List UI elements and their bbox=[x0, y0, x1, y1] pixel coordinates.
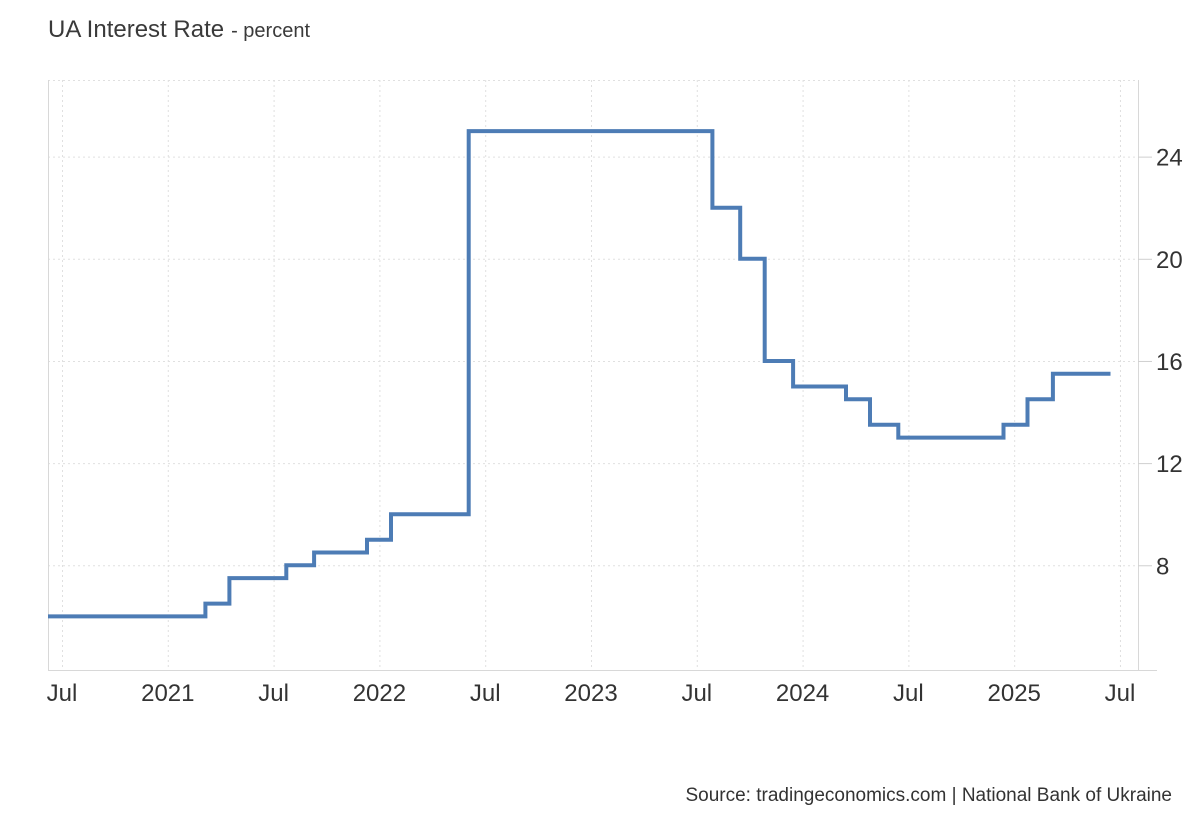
x-axis-label: Jul bbox=[1105, 680, 1136, 707]
y-axis-label: 16 bbox=[1156, 349, 1183, 376]
x-axis-label: 2025 bbox=[988, 680, 1041, 707]
x-axis-label: Jul bbox=[893, 680, 924, 707]
x-axis-label: 2023 bbox=[564, 680, 617, 707]
source-attribution: Source: tradingeconomics.com | National … bbox=[685, 785, 1172, 806]
chart-title: UA Interest Rate - percent bbox=[48, 16, 310, 44]
interest-rate-chart[interactable]: Jul 2021 Jul 2022 Jul 2023 Jul 2024 Jul 2025 Jul 24… bbox=[0, 0, 1200, 760]
x-axis-label: Jul bbox=[470, 680, 501, 707]
x-axis-label: Jul bbox=[47, 680, 78, 707]
x-axis-label: 2021 bbox=[141, 680, 194, 707]
x-axis-label: 2022 bbox=[353, 680, 406, 707]
x-axis-label: 2024 bbox=[776, 680, 829, 707]
y-axis-label: 24 bbox=[1156, 145, 1183, 172]
x-axis-label: Jul bbox=[681, 680, 712, 707]
y-axis-label: 12 bbox=[1156, 451, 1183, 478]
chart-title-main: UA Interest Rate bbox=[48, 16, 225, 43]
y-axis-label: 20 bbox=[1156, 247, 1183, 274]
x-axis-label: Jul bbox=[258, 680, 289, 707]
y-axis-label: 8 bbox=[1156, 553, 1169, 580]
chart-title-sub: - percent bbox=[231, 20, 311, 42]
rate-step-line[interactable] bbox=[48, 129, 1111, 619]
